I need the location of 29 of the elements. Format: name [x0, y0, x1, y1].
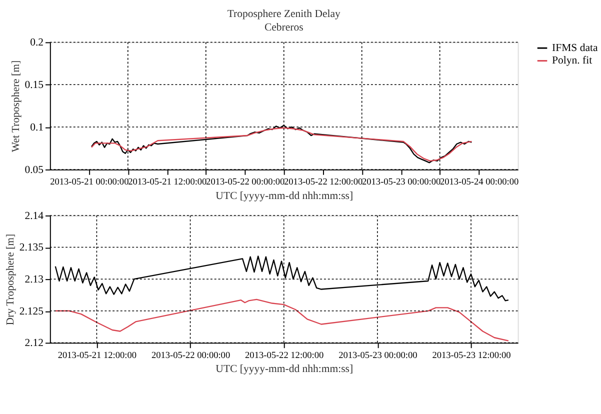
x-tick-label: 2013-05-22 00:00:00: [151, 350, 230, 361]
chart-title: Troposphere Zenith Delay: [227, 8, 342, 20]
y-tick-label: 2.125: [19, 305, 44, 318]
y-tick-label: 2.13: [24, 274, 44, 286]
y-tick-label: 0.15: [24, 79, 44, 92]
line-series: [54, 298, 510, 342]
x-tick-label: 2013-05-22 12:00:00: [245, 350, 324, 361]
x-tick-label: 2013-05-22 12:00:00: [284, 178, 364, 188]
x-tick-label: 2013-05-21 12:00:00: [58, 350, 137, 361]
y-tick-label: 2.135: [19, 242, 44, 254]
x-tick-label: 2013-05-23 00:00:00: [338, 350, 418, 361]
x-axis-title: UTC [yyyy-mm-dd nhh:mm:ss]: [216, 190, 354, 202]
x-tick-label: 2013-05-21 00:00:00: [50, 178, 130, 188]
x-tick-label: 2013-05-21 12:00:00: [128, 178, 208, 188]
x-tick-label: 2013-05-22 00:00:00: [206, 178, 286, 188]
y-axis-title: Dry Troposphere [m]: [4, 234, 16, 326]
y-tick-label: 2.12: [24, 337, 44, 350]
y-tick-label: 0.1: [30, 121, 44, 134]
x-tick-label: 2013-05-23 00:00:00: [362, 178, 441, 188]
y-tick-label: 0.2: [30, 36, 44, 49]
legend-label: Polyn. fit: [552, 54, 592, 67]
legend-label: IFMS data: [552, 42, 598, 54]
x-axis-title: UTC [yyyy-mm-dd nhh:mm:ss]: [216, 363, 354, 376]
x-tick-label: 2013-05-23 12:00:00: [432, 350, 512, 361]
y-axis-title: Wet Troposphere [m]: [10, 60, 22, 152]
y-tick-label: 2.14: [24, 210, 44, 222]
chart-subtitle: Cebreros: [264, 21, 304, 34]
x-tick-label: 2013-05-24 00:00:00: [440, 178, 519, 188]
y-tick-label: 0.05: [24, 164, 44, 176]
